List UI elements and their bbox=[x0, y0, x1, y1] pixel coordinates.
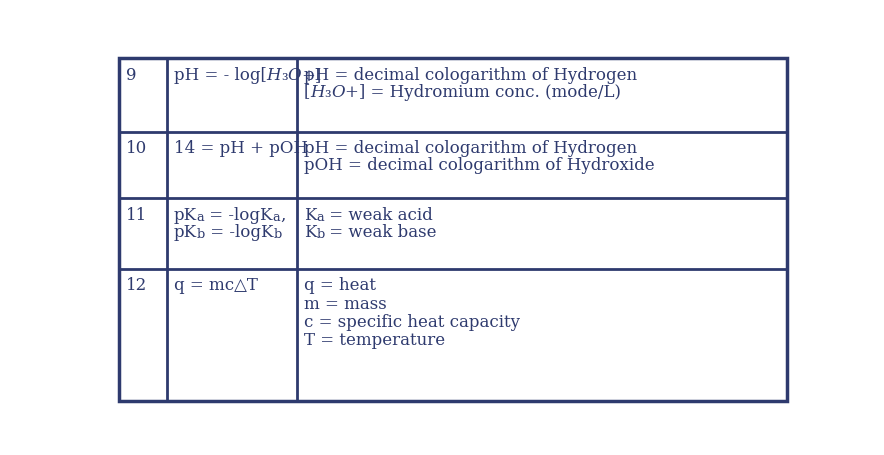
Text: a: a bbox=[273, 211, 280, 224]
Text: ₃: ₃ bbox=[324, 83, 332, 100]
Text: b: b bbox=[196, 228, 205, 241]
Text: H: H bbox=[310, 83, 324, 100]
Text: O: O bbox=[332, 83, 345, 100]
Text: 11: 11 bbox=[126, 207, 147, 224]
Text: ,: , bbox=[280, 207, 286, 224]
Text: = weak acid: = weak acid bbox=[324, 207, 432, 224]
Text: pH = - log[: pH = - log[ bbox=[173, 66, 266, 83]
Text: = weak base: = weak base bbox=[324, 223, 437, 241]
Text: b: b bbox=[273, 228, 282, 241]
Text: = -logK: = -logK bbox=[204, 207, 273, 224]
Text: 10: 10 bbox=[126, 140, 147, 157]
Text: T = temperature: T = temperature bbox=[304, 331, 445, 349]
Text: 14 = pH + pOH: 14 = pH + pOH bbox=[173, 140, 308, 157]
Text: pH = decimal cologarithm of Hydrogen: pH = decimal cologarithm of Hydrogen bbox=[304, 140, 636, 157]
Text: O: O bbox=[287, 66, 301, 83]
Text: m = mass: m = mass bbox=[304, 295, 386, 312]
Text: b: b bbox=[316, 228, 324, 241]
Text: 12: 12 bbox=[126, 277, 147, 294]
Text: pOH = decimal cologarithm of Hydroxide: pOH = decimal cologarithm of Hydroxide bbox=[304, 157, 654, 174]
Text: q = mc△T: q = mc△T bbox=[173, 277, 257, 294]
Text: c = specific heat capacity: c = specific heat capacity bbox=[304, 313, 520, 330]
Text: K: K bbox=[304, 223, 316, 241]
Text: ₃: ₃ bbox=[281, 66, 287, 83]
Text: a: a bbox=[316, 211, 324, 224]
Text: K: K bbox=[304, 207, 316, 224]
Text: a: a bbox=[196, 211, 204, 224]
Text: pK: pK bbox=[173, 207, 196, 224]
Text: H: H bbox=[266, 66, 281, 83]
Text: pH = decimal cologarithm of Hydrogen: pH = decimal cologarithm of Hydrogen bbox=[304, 66, 636, 83]
Text: [: [ bbox=[304, 83, 310, 100]
Text: 9: 9 bbox=[126, 66, 136, 83]
Text: +]: +] bbox=[301, 66, 322, 83]
Text: +] = Hydromium conc. (mode/L): +] = Hydromium conc. (mode/L) bbox=[345, 83, 621, 100]
Text: pK: pK bbox=[173, 223, 196, 241]
Text: = -logK: = -logK bbox=[205, 223, 273, 241]
Text: q = heat: q = heat bbox=[304, 277, 376, 294]
